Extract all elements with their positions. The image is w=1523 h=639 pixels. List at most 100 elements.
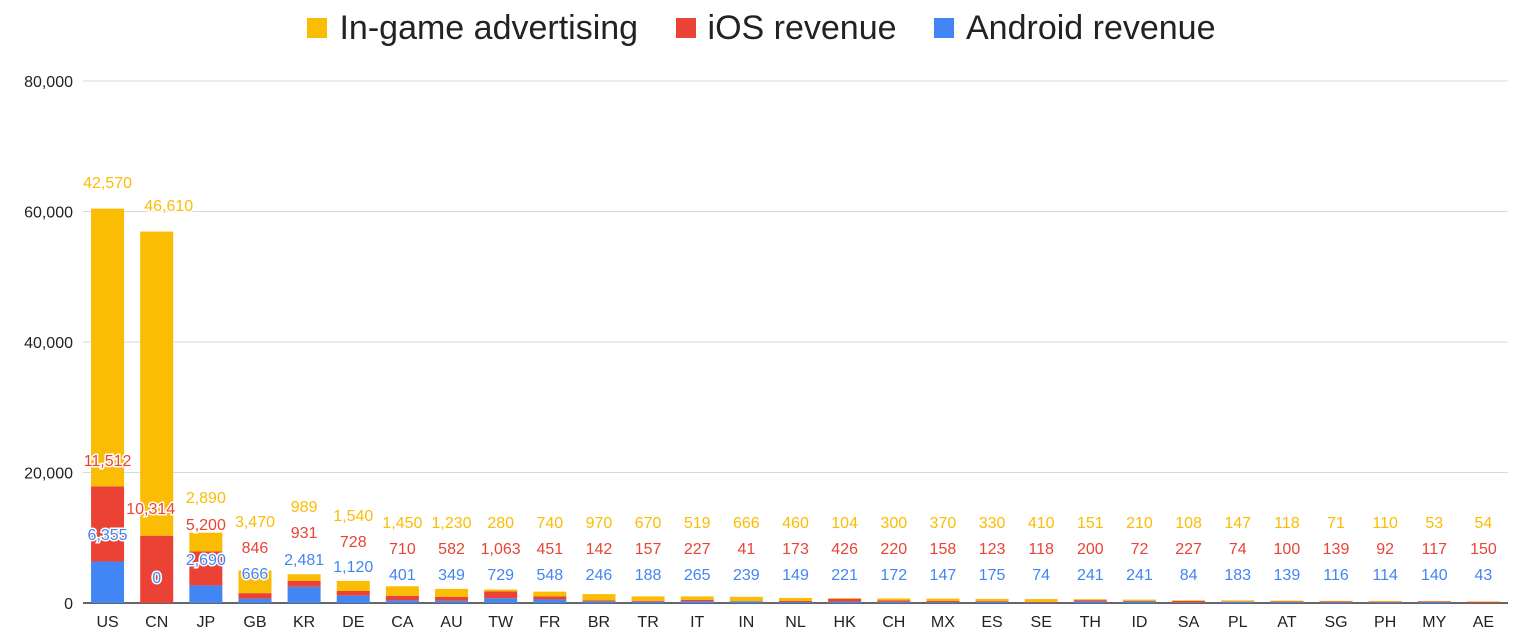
bar-ios[interactable]: [631, 600, 665, 602]
bar-ios[interactable]: [1073, 600, 1107, 602]
bar-ads[interactable]: [1024, 599, 1058, 602]
bar-ads[interactable]: [140, 231, 174, 536]
bar-ios[interactable]: [1270, 601, 1304, 603]
bar-ios[interactable]: [975, 601, 1009, 602]
bar-android[interactable]: [582, 601, 616, 603]
bar-ads[interactable]: [91, 208, 125, 487]
bar-ios[interactable]: [1417, 601, 1451, 603]
bar-ads[interactable]: [1122, 599, 1156, 601]
bar-ios[interactable]: [1024, 601, 1058, 603]
bar-android[interactable]: [1368, 602, 1402, 603]
bar-android[interactable]: [975, 601, 1009, 603]
bar-ads[interactable]: [779, 597, 812, 601]
bar-ads[interactable]: [631, 596, 665, 601]
bar-android[interactable]: [779, 602, 812, 603]
bar-ads[interactable]: [1073, 599, 1107, 601]
bar-ios[interactable]: [238, 593, 272, 599]
bar-android[interactable]: [533, 599, 567, 603]
data-label-ios: 173: [782, 541, 809, 558]
bar-ads[interactable]: [189, 532, 223, 552]
data-label-ios: 118: [1028, 541, 1054, 558]
bar-android[interactable]: [484, 598, 518, 603]
data-label-android: 241: [1126, 567, 1153, 584]
bar-ads[interactable]: [729, 596, 763, 602]
bar-ios[interactable]: [877, 600, 911, 602]
bar-ads[interactable]: [1270, 600, 1304, 602]
bar-ads[interactable]: [238, 570, 272, 594]
x-tick-label: AU: [440, 614, 462, 631]
bar-android[interactable]: [238, 598, 272, 603]
bar-ios[interactable]: [779, 600, 812, 603]
bar-android[interactable]: [877, 601, 911, 603]
bar-android[interactable]: [435, 600, 469, 603]
bar-ios[interactable]: [140, 535, 174, 603]
bar-ads[interactable]: [385, 586, 419, 596]
bar-ads[interactable]: [1368, 600, 1402, 602]
legend-item-ios[interactable]: iOS revenue: [675, 9, 897, 48]
bar-android[interactable]: [1122, 601, 1156, 603]
bar-android[interactable]: [385, 600, 419, 603]
x-tick-label: PH: [1374, 614, 1396, 631]
data-label-android: 149: [782, 567, 809, 584]
bar-ads[interactable]: [975, 598, 1009, 602]
bar-ios[interactable]: [1172, 600, 1206, 603]
bar-android[interactable]: [1417, 602, 1451, 603]
y-tick-label: 60,000: [24, 205, 73, 222]
bar-ios[interactable]: [385, 595, 419, 601]
data-label-ads: 300: [880, 515, 907, 532]
bar-ios[interactable]: [1466, 601, 1500, 603]
bar-android[interactable]: [1221, 601, 1255, 603]
bar-ads[interactable]: [680, 596, 714, 600]
data-label-ios: 92: [1376, 541, 1394, 558]
bar-android[interactable]: [631, 601, 665, 603]
bar-ads[interactable]: [484, 589, 518, 592]
bar-ads[interactable]: [926, 598, 960, 602]
data-label-ads: 71: [1327, 515, 1345, 532]
bar-android[interactable]: [1073, 601, 1107, 603]
bar-ios[interactable]: [1368, 601, 1402, 603]
bar-android[interactable]: [189, 585, 223, 603]
data-label-ios: 150: [1470, 541, 1497, 558]
x-tick-label: TR: [637, 614, 658, 631]
bar-ads[interactable]: [582, 594, 616, 601]
data-label-ios: 142: [586, 541, 613, 558]
bar-android[interactable]: [1172, 602, 1206, 603]
bar-ads[interactable]: [533, 591, 567, 597]
bar-ios[interactable]: [1319, 601, 1353, 603]
bar-ios[interactable]: [533, 596, 567, 600]
bar-ios[interactable]: [336, 590, 370, 596]
bar-ads[interactable]: [877, 598, 911, 601]
bar-ios[interactable]: [926, 601, 960, 603]
bar-ios[interactable]: [484, 591, 518, 599]
bar-ios[interactable]: [828, 598, 862, 602]
bar-android[interactable]: [680, 601, 714, 603]
bar-android[interactable]: [91, 561, 125, 603]
bar-android[interactable]: [336, 595, 370, 603]
bar-ads[interactable]: [1221, 600, 1255, 602]
bar-android[interactable]: [287, 586, 321, 603]
x-axis-ticks: US CN JP GB KR DE CA AU TW FR BR TR IT IN NL HK CH MX ES SE…: [96, 614, 1494, 631]
data-label-ads: 147: [1224, 515, 1251, 532]
x-tick-label: SE: [1031, 614, 1052, 631]
bar-ios[interactable]: [435, 596, 469, 601]
bar-android[interactable]: [729, 601, 763, 603]
legend-item-ads[interactable]: In-game advertising: [307, 9, 638, 48]
bar-ios[interactable]: [582, 600, 616, 602]
bar-android[interactable]: [926, 602, 960, 603]
x-tick-label: IT: [690, 614, 704, 631]
bar-ads[interactable]: [828, 598, 862, 599]
data-label-android: 114: [1372, 567, 1398, 584]
bar-ads[interactable]: [435, 588, 469, 597]
legend-item-android[interactable]: Android revenue: [934, 9, 1216, 48]
bar-android[interactable]: [828, 601, 862, 603]
bar-ios[interactable]: [680, 599, 714, 602]
data-label-ads: 2,890: [186, 490, 226, 507]
bar-ads[interactable]: [336, 580, 370, 591]
bar-android[interactable]: [1319, 602, 1353, 603]
bar-ads[interactable]: [1172, 600, 1206, 601]
bar-ios[interactable]: [287, 580, 321, 587]
bar-ads[interactable]: [287, 574, 321, 581]
bar-ios[interactable]: [91, 486, 125, 562]
bar-android[interactable]: [1270, 602, 1304, 603]
bar-ios[interactable]: [189, 551, 223, 586]
